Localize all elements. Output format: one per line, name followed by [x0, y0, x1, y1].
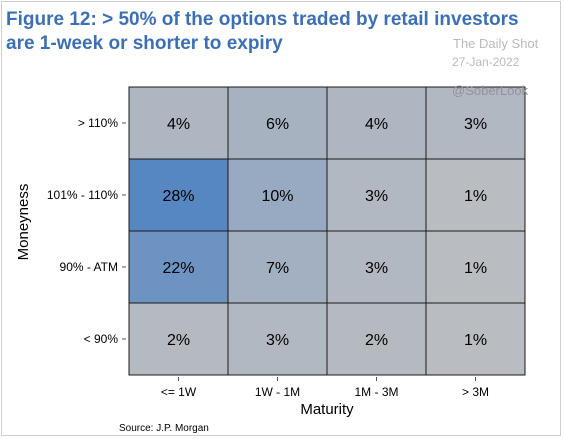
heatmap-cell	[425, 302, 526, 376]
heatmap-cell	[425, 86, 526, 160]
heatmap-cell	[128, 86, 229, 160]
cell-value-label: 2%	[365, 332, 388, 349]
cell-value-label: 6%	[266, 116, 289, 133]
x-tick-label: 1W - 1M	[255, 385, 300, 399]
cell-value-label: 1%	[464, 332, 487, 349]
heatmap-cell	[425, 230, 526, 304]
y-axis-title: Moneyness	[15, 184, 32, 261]
cell-value-label: 28%	[162, 188, 194, 205]
cell-value-label: 3%	[266, 332, 289, 349]
heatmap-cell	[128, 158, 229, 232]
x-tick-label: <= 1W	[161, 385, 197, 399]
heatmap-cell	[227, 86, 328, 160]
heatmap-cell	[128, 230, 229, 304]
y-tick-label: > 110%	[78, 116, 118, 130]
y-tick-label: 90% - ATM	[60, 260, 118, 274]
cell-value-label: 7%	[266, 260, 289, 277]
x-tick-label: 1M - 3M	[354, 385, 398, 399]
watermark-date: 27-Jan-2022	[452, 55, 520, 69]
cell-value-label: 2%	[167, 332, 190, 349]
cell-value-label: 3%	[464, 116, 487, 133]
heatmap-cell	[425, 158, 526, 232]
heatmap-cell	[326, 230, 427, 304]
y-axis-ticks: > 110% 101% - 110% 90% - ATM < 90%	[47, 116, 126, 346]
source-note: Source: J.P. Morgan	[119, 423, 209, 434]
cell-value-label: 4%	[365, 116, 388, 133]
y-tick-label: 101% - 110%	[47, 188, 118, 202]
cell-value-label: 3%	[365, 188, 388, 205]
cell-value-label: 10%	[261, 188, 293, 205]
x-tick-label: > 3M	[462, 385, 489, 399]
cell-value-label: 22%	[162, 260, 194, 277]
heatmap-cell	[227, 302, 328, 376]
y-tick-label: < 90%	[84, 332, 119, 346]
watermark-handle: @SoberLook	[452, 83, 529, 98]
heatmap-cell	[326, 158, 427, 232]
chart-title: Figure 12: > 50% of the options traded b…	[6, 9, 519, 54]
heatmap-cell	[326, 302, 427, 376]
heatmap-cells: 4% 6% 4% 3% 28% 10% 3% 1% 22% 7% 3% 1% 2% 3% 2% 1%	[128, 86, 526, 376]
watermark-name: The Daily Shot	[453, 36, 539, 51]
x-axis-title: Maturity	[300, 401, 354, 418]
cell-value-label: 4%	[167, 116, 190, 133]
cell-value-label: 3%	[365, 260, 388, 277]
heatmap-cell	[128, 302, 229, 376]
cell-value-label: 1%	[464, 188, 487, 205]
heatmap-cell	[326, 86, 427, 160]
x-axis-ticks: <= 1W 1W - 1M 1M - 3M > 3M	[161, 377, 489, 399]
heatmap-cell	[227, 230, 328, 304]
cell-value-label: 1%	[464, 260, 487, 277]
heatmap-cell	[227, 158, 328, 232]
